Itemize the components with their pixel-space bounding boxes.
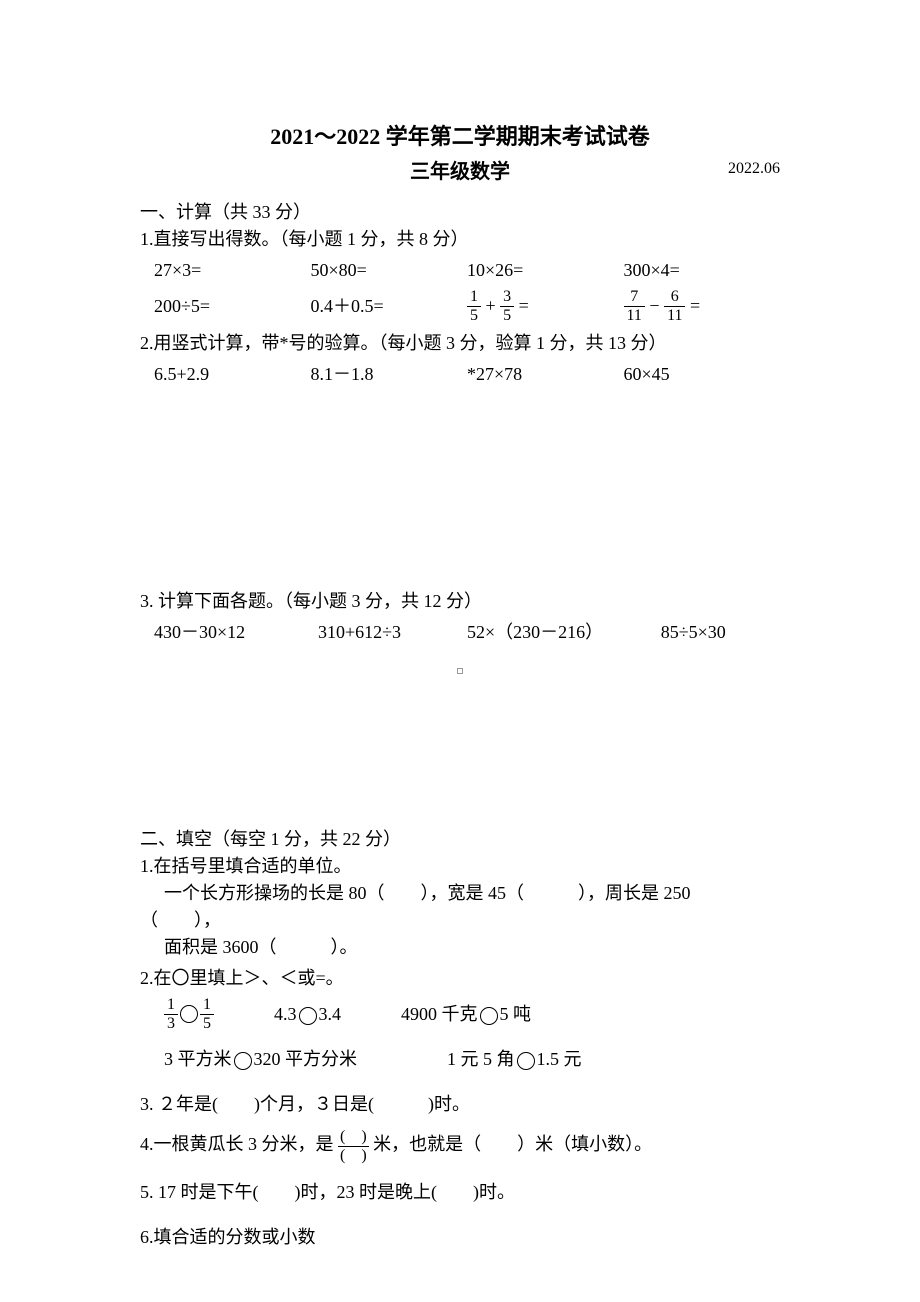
watermark-icon	[457, 656, 463, 683]
s2-q4-prefix: 4.一根黄瓜长 3 分米，是	[140, 1135, 334, 1155]
s2-q6: 6.填合适的分数或小数	[140, 1224, 780, 1251]
s2-q2-row1: 1 3 1 5 4.3 3.4 4900 千克 5 吨	[140, 996, 780, 1032]
s2-q2-label: 2.在〇里填上＞、＜或=。	[140, 965, 780, 992]
s2-q2-row2: 3 平方米 320 平方分米 1 元 5 角 1.5 元	[140, 1046, 780, 1073]
compare-right: 1.5 元	[537, 1049, 582, 1069]
calc-item-frac: 7 11 − 6 11 =	[624, 288, 781, 324]
compare-circle	[180, 1005, 198, 1023]
s1-q1-row1: 27×3= 50×80= 10×26= 300×4=	[140, 257, 780, 284]
compare-left: 4900 千克	[401, 1004, 478, 1024]
op: +	[486, 296, 496, 316]
calc-item-frac: 1 5 + 3 5 =	[467, 288, 624, 324]
exam-subtitle: 三年级数学	[410, 157, 510, 187]
exam-date: 2022.06	[728, 157, 780, 181]
s2-q5: 5. 17 时是下午( )时，23 时是晚上( )时。	[140, 1179, 780, 1206]
eq: =	[690, 296, 700, 316]
calc-item: 10×26=	[467, 257, 624, 284]
calc-item: 27×3=	[154, 257, 311, 284]
numerator: 1	[467, 288, 481, 307]
numerator: 1	[164, 996, 178, 1015]
compare-left: 1 元 5 角	[447, 1049, 515, 1069]
calc-item: 310+612÷3	[318, 619, 467, 646]
compare-right: 5 吨	[500, 1004, 532, 1024]
fraction: 1 5	[200, 996, 214, 1032]
s2-q1-line1b: （ ），	[140, 907, 780, 934]
compare-left: 4.3	[274, 1004, 297, 1024]
compare-item: 4.3 3.4	[274, 1001, 341, 1028]
fraction: 6 11	[664, 288, 685, 324]
calc-item: 60×45	[624, 361, 781, 388]
s1-q3-row: 430－30×12 310+612÷3 52×（230－216） 85÷5×30	[140, 619, 780, 646]
calc-item: 300×4=	[624, 257, 781, 284]
compare-circle	[480, 1007, 498, 1025]
calc-item: 85÷5×30	[661, 619, 780, 646]
s2-q3: 3. ２年是( )个月，３日是( )时。	[140, 1091, 780, 1118]
denominator: 5	[500, 307, 514, 325]
denominator-blank: ( )	[338, 1147, 369, 1165]
s2-q4-suffix: 米，也就是（ ）米（填小数）。	[373, 1135, 652, 1155]
s2-q1-line1: 一个长方形操场的长是 80（ ），宽是 45（ ），周长是 250	[140, 880, 780, 907]
denominator: 5	[467, 307, 481, 325]
s1-q3-label: 3. 计算下面各题。（每小题 3 分，共 12 分）	[140, 588, 780, 615]
calc-item: 6.5+2.9	[154, 361, 311, 388]
subtitle-row: 三年级数学 2022.06	[140, 157, 780, 187]
denominator: 11	[624, 307, 645, 325]
compare-circle	[299, 1007, 317, 1025]
compare-item: 4900 千克 5 吨	[401, 1001, 531, 1028]
fraction: 1 5	[467, 288, 481, 324]
eq: =	[519, 296, 529, 316]
denominator: 11	[664, 307, 685, 325]
fraction: 1 3	[164, 996, 178, 1032]
calc-item: 430－30×12	[154, 619, 318, 646]
compare-item: 1 元 5 角 1.5 元	[447, 1046, 582, 1073]
fraction: 3 5	[500, 288, 514, 324]
exam-title: 2021～2022 学年第二学期期末考试试卷	[140, 120, 780, 153]
s2-q1-line2: 面积是 3600（ ）。	[140, 934, 780, 961]
calc-item: 200÷5=	[154, 293, 311, 320]
s2-q4: 4.一根黄瓜长 3 分米，是 ( ) ( ) 米，也就是（ ）米（填小数）。	[140, 1128, 780, 1164]
s1-q1-label: 1.直接写出得数。（每小题 1 分，共 8 分）	[140, 226, 780, 253]
compare-circle	[517, 1052, 535, 1070]
calc-item: 8.1－1.8	[311, 361, 468, 388]
compare-right: 3.4	[319, 1004, 342, 1024]
numerator: 6	[664, 288, 685, 307]
s1-q2-row: 6.5+2.9 8.1－1.8 *27×78 60×45	[140, 361, 780, 388]
compare-item: 3 平方米 320 平方分米	[164, 1046, 357, 1073]
denominator: 3	[164, 1015, 178, 1033]
section2-header: 二、填空（每空 1 分，共 22 分）	[140, 826, 780, 853]
denominator: 5	[200, 1015, 214, 1033]
s1-q1-row2: 200÷5= 0.4＋0.5= 1 5 + 3 5 = 7 11 − 6 11 …	[140, 288, 780, 324]
compare-item: 1 3 1 5	[164, 996, 214, 1032]
fraction-blank: ( ) ( )	[338, 1128, 369, 1164]
compare-left: 3 平方米	[164, 1049, 232, 1069]
compare-right: 320 平方分米	[254, 1049, 358, 1069]
numerator: 7	[624, 288, 645, 307]
compare-circle	[234, 1052, 252, 1070]
s2-q1-label: 1.在括号里填合适的单位。	[140, 853, 780, 880]
numerator: 3	[500, 288, 514, 307]
numerator: 1	[200, 996, 214, 1015]
op: −	[649, 296, 659, 316]
calc-item: 50×80=	[311, 257, 468, 284]
calc-item: 0.4＋0.5=	[311, 293, 468, 320]
calc-item: *27×78	[467, 361, 624, 388]
s1-q2-label: 2.用竖式计算，带*号的验算。（每小题 3 分，验算 1 分，共 13 分）	[140, 330, 780, 357]
fraction: 7 11	[624, 288, 645, 324]
numerator-blank: ( )	[338, 1128, 369, 1147]
section1-header: 一、计算（共 33 分）	[140, 199, 780, 226]
calc-item: 52×（230－216）	[467, 619, 661, 646]
